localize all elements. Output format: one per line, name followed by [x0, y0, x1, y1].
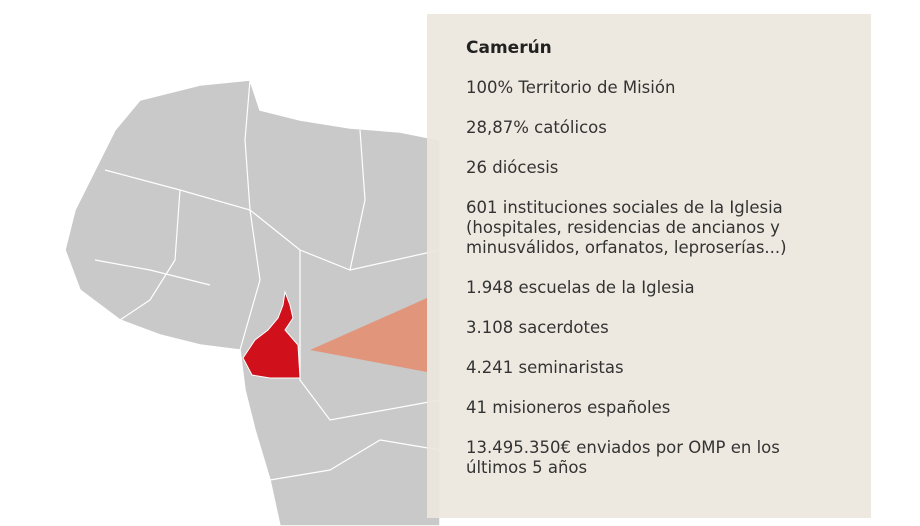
pointer — [310, 298, 427, 372]
borders — [94, 79, 441, 481]
info-item: 13.495.350€ enviados por OMP en los últi… — [466, 438, 780, 477]
info-item: 4.241 seminaristas — [466, 358, 624, 377]
info-item: 3.108 sacerdotes — [466, 318, 609, 337]
panel-title: Camerún — [466, 38, 552, 58]
info-item: 28,87% católicos — [466, 118, 607, 137]
africa-land — [64, 79, 441, 526]
info-item: 601 instituciones sociales de la Iglesia… — [466, 198, 787, 257]
cameroon — [242, 290, 301, 379]
info-item: 1.948 escuelas de la Iglesia — [466, 278, 695, 297]
info-panel: Camerún 100% Territorio de Misión 28,87% … — [427, 14, 871, 518]
info-item: 41 misioneros españoles — [466, 398, 671, 417]
info-item: 100% Territorio de Misión — [466, 78, 676, 97]
item-list: 100% Territorio de Misión 28,87% católico… — [466, 78, 841, 478]
info-item: 26 diócesis — [466, 158, 559, 177]
